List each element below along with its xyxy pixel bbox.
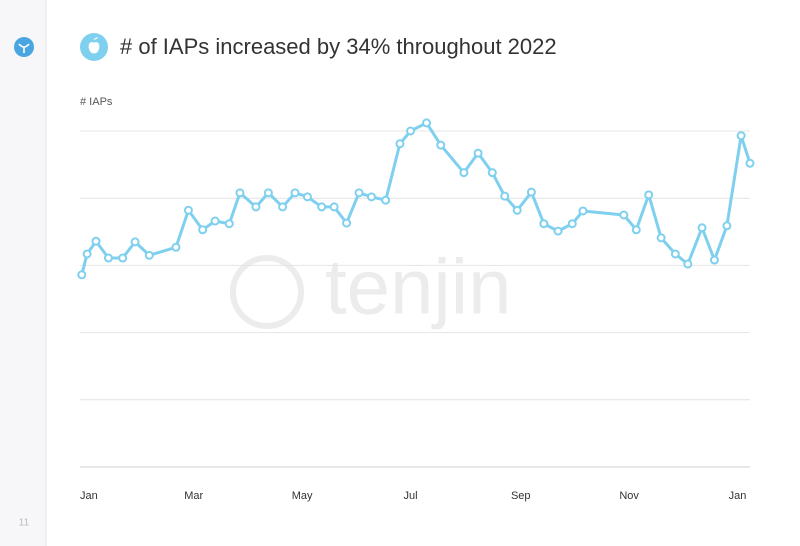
data-point — [263, 188, 273, 198]
data-point — [512, 205, 522, 215]
sidebar-logo-glyph — [18, 43, 30, 53]
data-point — [487, 168, 497, 178]
x-tick-label: May — [292, 490, 313, 502]
chart-title: # of IAPs increased by 34% throughout 20… — [120, 34, 557, 59]
data-point — [317, 202, 327, 212]
data-point — [683, 259, 693, 269]
data-point — [526, 187, 536, 197]
data-point — [183, 205, 193, 215]
data-point — [171, 242, 181, 252]
data-point — [235, 188, 245, 198]
data-point — [302, 192, 312, 202]
data-point — [198, 225, 208, 235]
data-point — [342, 218, 352, 228]
data-point — [459, 168, 469, 178]
y-axis-label: # IAPs — [80, 96, 113, 108]
x-tick-label: Jan — [729, 490, 747, 502]
x-tick-label: Sep — [511, 490, 531, 502]
data-point — [224, 219, 234, 229]
data-point — [631, 225, 641, 235]
data-point — [619, 210, 629, 220]
data-point — [539, 219, 549, 229]
sidebar — [0, 0, 46, 546]
data-point — [644, 190, 654, 200]
data-point — [422, 118, 432, 128]
data-point — [745, 158, 755, 168]
page-number: 11 — [19, 518, 30, 529]
data-point — [251, 202, 261, 212]
data-point — [91, 236, 101, 246]
data-point — [406, 126, 416, 136]
data-point — [103, 253, 113, 263]
watermark-logo — [230, 255, 304, 329]
apple-glyph — [88, 37, 100, 54]
data-point — [656, 233, 666, 243]
data-point — [130, 237, 140, 247]
data-point — [210, 216, 220, 226]
data-point — [553, 226, 563, 236]
data-point — [736, 131, 746, 141]
watermark: tenjin — [325, 243, 511, 331]
data-point — [697, 223, 707, 233]
data-point — [395, 139, 405, 149]
data-point — [567, 219, 577, 229]
data-point — [578, 206, 588, 216]
data-point — [500, 191, 510, 201]
x-tick-label: Jan — [80, 490, 98, 502]
data-point — [436, 140, 446, 150]
x-tick-label: Nov — [619, 490, 639, 502]
data-point — [381, 195, 391, 205]
x-tick-label: Mar — [184, 490, 203, 502]
data-point — [290, 188, 300, 198]
data-point — [354, 188, 364, 198]
data-point — [82, 249, 92, 259]
data-point — [144, 250, 154, 260]
data-point — [722, 221, 732, 231]
data-point — [670, 249, 680, 259]
data-point — [329, 202, 339, 212]
data-point — [473, 148, 483, 158]
data-point — [366, 192, 376, 202]
data-point — [118, 253, 128, 263]
data-point — [278, 202, 288, 212]
x-tick-label: Jul — [404, 490, 418, 502]
data-point — [709, 255, 719, 265]
data-point — [77, 270, 87, 280]
